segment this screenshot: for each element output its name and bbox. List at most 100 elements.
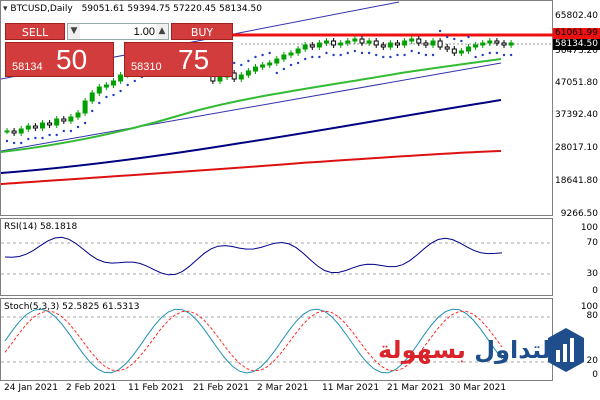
sar-dot bbox=[488, 51, 491, 55]
candle-body bbox=[373, 40, 379, 46]
candle-body bbox=[487, 40, 493, 44]
x-tick: 2 Mar 2021 bbox=[257, 383, 309, 393]
sar-dot bbox=[304, 57, 307, 61]
buy-price-big: 75 bbox=[178, 44, 210, 75]
x-tick: 2 Feb 2021 bbox=[66, 383, 117, 393]
sar-dot bbox=[282, 67, 286, 71]
candle-body bbox=[416, 38, 422, 44]
candle-body bbox=[302, 44, 308, 50]
stoch-tick: 100 bbox=[580, 302, 598, 312]
sar-dot bbox=[403, 53, 406, 57]
rsi-label: RSI(14) 58.1818 bbox=[4, 222, 78, 232]
candle-body bbox=[338, 42, 344, 46]
sar-dot bbox=[126, 83, 129, 87]
candle-body bbox=[295, 48, 301, 54]
sar-dot bbox=[339, 53, 342, 57]
resistance-price-label: 61061.99 bbox=[553, 28, 600, 39]
sar-dot bbox=[367, 51, 371, 55]
candle-body bbox=[253, 66, 258, 72]
logo-text: التداول بسهولة bbox=[378, 336, 559, 364]
sar-dot bbox=[289, 63, 293, 67]
sar-dot bbox=[261, 53, 264, 57]
candle-body bbox=[451, 48, 457, 54]
candle-body bbox=[4, 130, 10, 133]
y-tick: 65802.40 bbox=[555, 11, 598, 21]
volume-field: ▼ ▲ bbox=[67, 23, 169, 40]
candle-body bbox=[309, 44, 315, 48]
candle-body bbox=[54, 118, 60, 126]
x-tick: 30 Mar 2021 bbox=[449, 383, 507, 393]
sar-dot bbox=[41, 136, 44, 140]
sar-dot bbox=[133, 79, 136, 83]
sar-dot bbox=[48, 133, 51, 137]
x-tick: 21 Feb 2021 bbox=[193, 383, 250, 393]
candle-body bbox=[267, 62, 273, 66]
volume-increase-icon[interactable]: ▲ bbox=[156, 24, 168, 39]
sell-price-box[interactable]: 58134 50 bbox=[5, 42, 114, 77]
main-chart-pane[interactable]: ▾ BTCUSD,Daily 59051.61 59394.75 57220.4… bbox=[0, 0, 554, 216]
candle-body bbox=[238, 74, 244, 80]
sar-dot bbox=[325, 51, 328, 55]
candle-body bbox=[217, 76, 223, 82]
sell-price-big: 50 bbox=[56, 44, 88, 75]
sar-dot bbox=[453, 37, 456, 41]
candle-body bbox=[274, 58, 280, 64]
sar-dot bbox=[91, 109, 94, 113]
sar-dot bbox=[69, 129, 73, 133]
rsi-tick: 100 bbox=[580, 223, 598, 233]
stoch-tick: 0 bbox=[592, 370, 598, 380]
sar-dot bbox=[62, 129, 65, 133]
volume-input[interactable] bbox=[81, 25, 155, 38]
rsi-line bbox=[4, 236, 503, 276]
candle-body bbox=[501, 42, 507, 46]
candle-body bbox=[111, 80, 116, 86]
one-click-trading-panel: SELL ▼ ▲ BUY 58134 50 58310 75 bbox=[5, 23, 233, 77]
y-tick: 18641.80 bbox=[555, 176, 598, 186]
sar-dot bbox=[83, 121, 87, 125]
candle-body bbox=[331, 40, 337, 46]
stoch-tick: 80 bbox=[586, 311, 598, 321]
y-tick: 56473.20 bbox=[555, 46, 598, 56]
candle-body bbox=[345, 40, 351, 44]
candle-body bbox=[288, 52, 294, 56]
candle-body bbox=[61, 118, 67, 122]
candle-body bbox=[18, 128, 24, 134]
volume-decrease-icon[interactable]: ▼ bbox=[68, 24, 80, 39]
sar-dot bbox=[76, 125, 80, 129]
sar-dot bbox=[389, 55, 392, 59]
candle-body bbox=[437, 40, 443, 48]
sell-button[interactable]: SELL bbox=[5, 23, 65, 40]
buy-button[interactable]: BUY bbox=[171, 23, 233, 40]
candle-body bbox=[458, 50, 464, 54]
candle-body bbox=[89, 92, 95, 102]
sar-dot bbox=[5, 139, 9, 143]
sar-dot bbox=[233, 61, 236, 65]
rsi-tick: 70 bbox=[586, 238, 598, 248]
sma-green-line bbox=[1, 58, 502, 153]
sar-dot bbox=[254, 55, 257, 59]
candle-body bbox=[260, 64, 266, 68]
candle-body bbox=[366, 40, 372, 44]
candle-body bbox=[281, 54, 287, 60]
buy-price-box[interactable]: 58310 75 bbox=[124, 42, 233, 77]
sar-dot bbox=[98, 101, 101, 105]
rsi-tick: 0 bbox=[592, 286, 598, 296]
rsi-pane[interactable]: RSI(14) 58.1818 bbox=[0, 218, 554, 296]
sar-dot bbox=[240, 63, 243, 67]
sar-dot bbox=[311, 55, 314, 59]
main-chart-svg bbox=[1, 1, 554, 185]
buy-price-small: 58310 bbox=[131, 61, 162, 73]
bar-chart-logo-icon bbox=[548, 328, 584, 372]
current-price-label: 58134.50 bbox=[553, 39, 600, 50]
y-tick: 28017.10 bbox=[555, 143, 598, 153]
sar-dot bbox=[332, 53, 335, 57]
candle-body bbox=[395, 42, 400, 46]
candle-body bbox=[25, 125, 31, 130]
logo-word: بسهولة bbox=[378, 336, 466, 364]
y-tick: 47051.80 bbox=[555, 78, 598, 88]
candle-body bbox=[352, 38, 358, 42]
triangle-down-icon[interactable]: ▾ bbox=[3, 4, 8, 14]
candle-body bbox=[245, 70, 251, 76]
stochastic-pane[interactable]: Stoch(5,3,3) 52.5825 61.5313 bbox=[0, 298, 554, 381]
candle-body bbox=[96, 86, 102, 94]
